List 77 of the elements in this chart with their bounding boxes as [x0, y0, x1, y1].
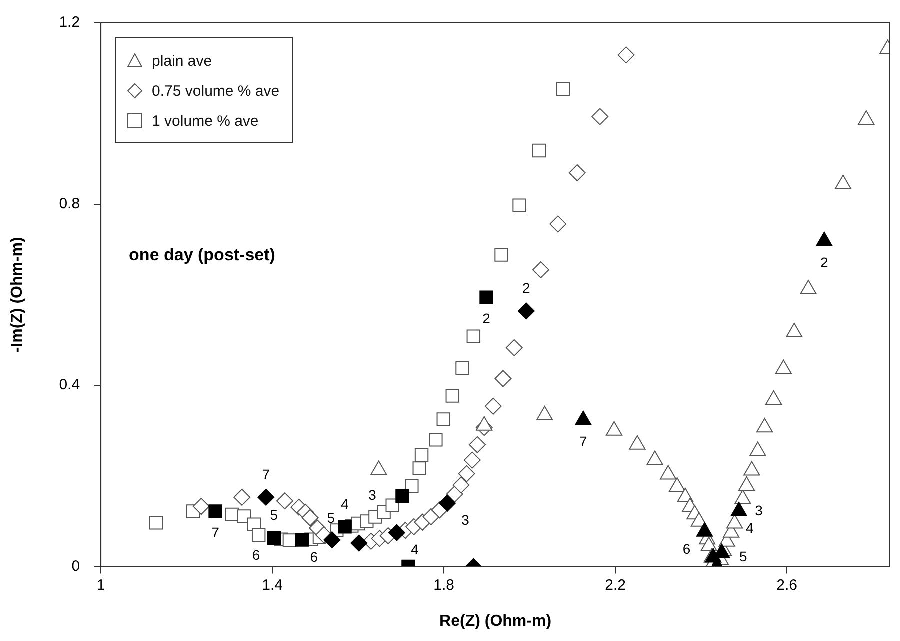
point — [618, 46, 635, 64]
point — [532, 261, 550, 278]
point — [267, 531, 282, 546]
point — [550, 216, 567, 233]
point — [282, 534, 297, 548]
x-tick-label: 2.6 — [776, 576, 798, 594]
annotation: 6 — [682, 540, 691, 557]
annotation: 3 — [368, 486, 377, 503]
annotation: 2 — [482, 310, 491, 326]
annotation: 5 — [327, 510, 336, 526]
point — [302, 509, 319, 526]
point — [469, 436, 486, 454]
point — [150, 516, 164, 530]
point — [506, 339, 523, 356]
point — [350, 534, 368, 552]
point — [258, 488, 275, 506]
point — [452, 476, 470, 494]
point — [396, 489, 410, 503]
annotation: 4 — [341, 496, 350, 512]
annotation: 7 — [212, 524, 220, 540]
point — [592, 108, 609, 126]
annotation: 5 — [739, 548, 748, 565]
y-tick-label: 0.8 — [59, 195, 80, 212]
point — [480, 290, 494, 304]
point — [532, 144, 546, 158]
annotation: 6 — [310, 548, 318, 565]
point — [252, 528, 266, 542]
x-tick-label: 1.8 — [434, 576, 455, 594]
point — [512, 198, 526, 212]
x-axis-title: Re(Z) (Ohm-m) — [440, 612, 552, 630]
annotation: 4 — [411, 542, 420, 558]
point — [484, 398, 502, 415]
annotation: 2 — [522, 280, 530, 296]
legend-label: 0.75 volume % ave — [152, 82, 280, 100]
point — [338, 520, 352, 534]
annotation: 7 — [262, 466, 270, 482]
point — [208, 504, 222, 518]
point — [439, 494, 456, 512]
annotation: one day (post-set) — [129, 246, 276, 265]
point — [456, 361, 470, 376]
point — [412, 462, 426, 476]
legend-label: 1 volume % ave — [152, 112, 259, 130]
point — [494, 248, 508, 262]
y-tick-label: 0 — [72, 558, 80, 575]
x-tick-label: 1 — [96, 576, 106, 594]
y-tick-label: 1.2 — [59, 14, 80, 32]
point — [518, 302, 535, 320]
x-tick-label: 1.4 — [262, 576, 283, 594]
annotation: 5 — [270, 506, 278, 523]
point — [466, 330, 481, 344]
point — [556, 82, 570, 96]
point — [494, 370, 512, 388]
point — [388, 524, 406, 542]
point — [237, 510, 252, 524]
point — [436, 412, 451, 426]
point — [192, 498, 210, 516]
point — [464, 452, 481, 469]
point — [405, 479, 419, 493]
point — [324, 532, 341, 549]
annotation: 7 — [580, 433, 588, 450]
point — [429, 433, 443, 447]
annotation: 4 — [746, 520, 754, 536]
point — [295, 533, 310, 547]
point — [234, 488, 251, 506]
annotation: 2 — [820, 254, 828, 270]
annotation: 3 — [755, 502, 764, 518]
point — [276, 492, 294, 510]
point — [414, 448, 429, 462]
annotation: 6 — [252, 547, 260, 564]
y-tick-label: 0.4 — [59, 376, 80, 394]
point — [568, 164, 586, 182]
x-tick-label: 2.2 — [605, 576, 626, 594]
y-axis-title: -Im(Z) (Ohm-m) — [9, 237, 26, 353]
point — [458, 465, 476, 482]
annotation: 3 — [462, 512, 470, 528]
point — [446, 389, 460, 403]
legend-label: plain ave — [152, 52, 212, 70]
